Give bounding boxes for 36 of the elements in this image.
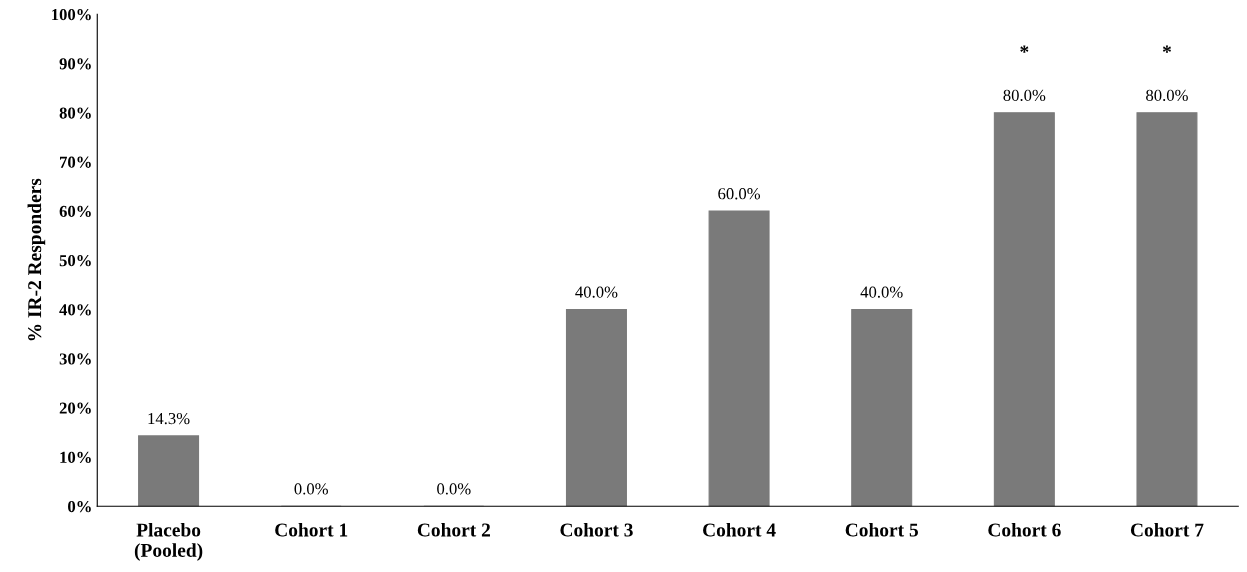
bar [565, 308, 627, 507]
annotation: * [1020, 45, 1029, 53]
y-tick-label: 10% [60, 451, 91, 464]
y-tick-label: 20% [59, 402, 91, 414]
x-tick-label: Cohort 4 [703, 522, 776, 537]
data-label: 80.0% [1003, 89, 1046, 102]
annotation: * [1162, 45, 1172, 53]
bar [1136, 112, 1198, 507]
x-tick-label: Cohort 6 [988, 522, 1061, 537]
bar [993, 112, 1055, 507]
y-tick-label: 90% [59, 58, 91, 70]
data-label: 0.0% [294, 483, 328, 495]
y-axis-title: % IR-2 Responders [27, 178, 46, 341]
bar [138, 435, 200, 507]
x-tick-label: Cohort 1 [275, 522, 348, 537]
y-tick-label: 80% [59, 107, 91, 119]
y-tick-label: 30% [59, 353, 91, 365]
x-tick-label: Cohort 2 [417, 522, 490, 537]
y-tick-label: 60% [59, 205, 91, 218]
data-label: 60.0% [718, 188, 761, 200]
y-tick-label: 40% [59, 304, 91, 316]
x-tick-label: Placebo (Pooled) [134, 522, 203, 561]
x-tick-label: Cohort 7 [1130, 522, 1204, 537]
y-tick-label: 70% [60, 156, 91, 168]
bar [851, 308, 913, 507]
data-label: 80.0% [1146, 89, 1188, 102]
data-label: 14.3% [148, 412, 190, 425]
data-label: 40.0% [860, 286, 903, 298]
y-tick-label: 100% [52, 9, 91, 21]
bar [708, 210, 770, 507]
data-label: 40.0% [575, 286, 618, 298]
x-tick-label: Cohort 5 [845, 522, 918, 537]
x-tick-label: Cohort 3 [560, 522, 633, 537]
data-label: 0.0% [437, 483, 471, 495]
y-tick-label: 0% [68, 500, 91, 513]
y-tick-label: 50% [59, 254, 91, 267]
